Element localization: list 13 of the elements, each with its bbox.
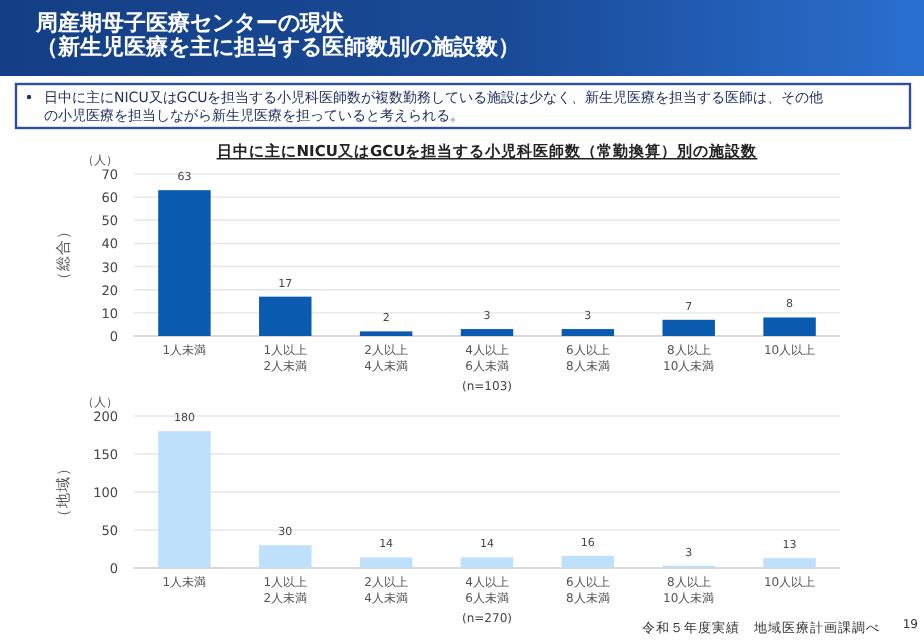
bar (259, 545, 312, 568)
bar (460, 557, 514, 568)
bar (460, 329, 514, 336)
text: 周産期母子医療センターの現状（新生児医療を主に担当する医師数別の施設数） (34, 10, 520, 60)
bar (259, 296, 312, 336)
bar (158, 190, 211, 336)
bar (359, 557, 413, 568)
bar (561, 555, 615, 568)
bar (561, 329, 615, 336)
bar (158, 431, 211, 568)
bar (662, 319, 715, 336)
bar (763, 558, 816, 568)
bar (763, 317, 816, 336)
